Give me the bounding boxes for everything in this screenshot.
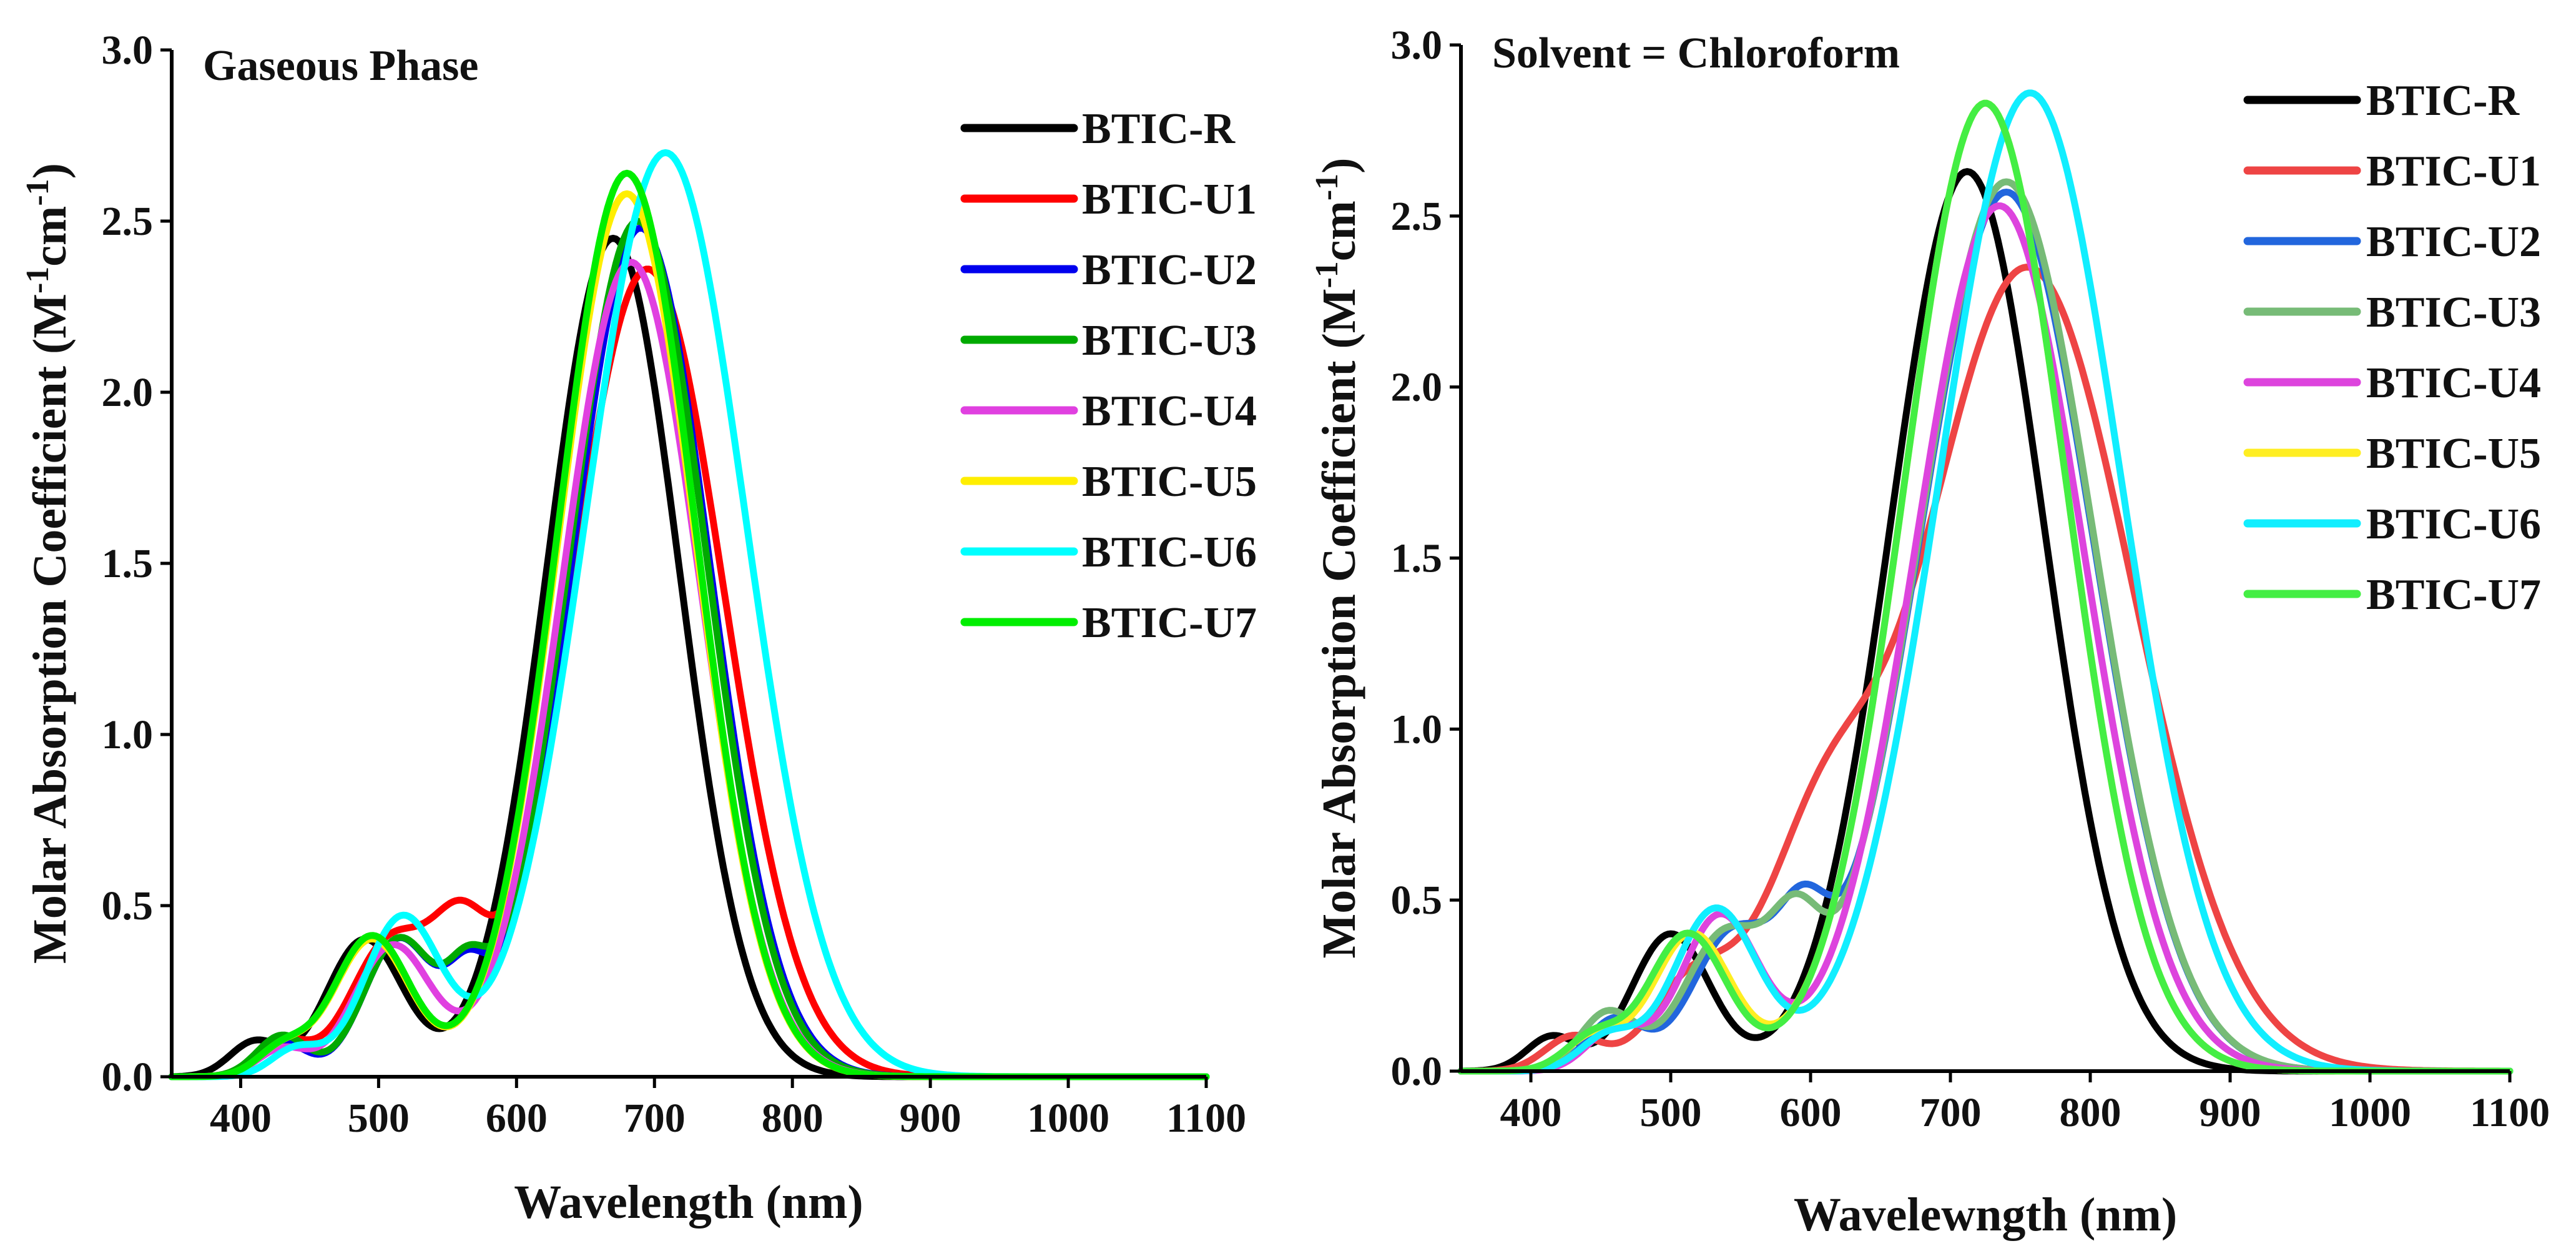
x-tick-label: 700: [624, 1095, 686, 1141]
y-tick-label: 0.5: [1391, 878, 1443, 923]
legend-label: BTIC-U7: [1082, 599, 1257, 647]
y-tick-label: 2.0: [102, 370, 154, 415]
series-line-btic-u7: [1457, 99, 2514, 1075]
y-tick-label: 0.5: [102, 883, 154, 929]
legend-label: BTIC-U7: [2366, 571, 2541, 619]
y-tick-label: 3.0: [102, 27, 154, 73]
legend-label: BTIC-U4: [1082, 387, 1257, 435]
legend-label: BTIC-U6: [2366, 500, 2541, 548]
legend-label: BTIC-U2: [1082, 246, 1257, 294]
y-tick-label: 1.0: [102, 712, 154, 758]
y-axis-title: Molar Absorption Coefficient (M-1cm-1): [20, 163, 77, 964]
legend-label: BTIC-U6: [1082, 528, 1257, 576]
y-tick-label: 1.5: [102, 541, 154, 586]
y-tick-label: 0.0: [102, 1054, 154, 1100]
legend-item: BTIC-U6: [2243, 500, 2541, 548]
series-line-btic-u6: [168, 149, 1210, 1080]
legend-item: BTIC-U1: [960, 176, 1257, 224]
legend: BTIC-R BTIC-U1 BTIC-U2 BTIC-U3 BTIC-U4 BTIC-U…: [2243, 77, 2541, 619]
legend: BTIC-R BTIC-U1 BTIC-U2 BTIC-U3 BTIC-U4 BTIC-U…: [960, 105, 1257, 647]
chart-panel-chloroform: 400 500 600 700 800 900 1000 1100 0.0 0.5 1.0 1.5 2.…: [1309, 22, 2550, 1241]
legend-label: BTIC-U1: [1082, 176, 1257, 224]
x-tick-label: 1100: [1166, 1095, 1246, 1141]
chart-panel-gaseous: 400 500 600 700 800 900 1000 1100 0.0 0.5 1.0 1.5 2.…: [20, 27, 1257, 1229]
legend-item: BTIC-U2: [960, 246, 1257, 294]
y-tick-label: 1.5: [1391, 536, 1443, 581]
legend-label: BTIC-R: [2366, 77, 2520, 125]
panel-title: Solvent = Chloroform: [1492, 29, 1900, 77]
legend-label: BTIC-U5: [1082, 458, 1257, 506]
panel-title: Gaseous Phase: [203, 42, 478, 90]
x-axis-title: Wavelewngth (nm): [1794, 1189, 2177, 1241]
x-tick-label: 1100: [2470, 1090, 2550, 1135]
x-tick-label: 900: [900, 1095, 961, 1141]
series-curves: [168, 149, 1210, 1080]
series-line-btic-r: [1457, 168, 2514, 1075]
legend-label: BTIC-U4: [2366, 359, 2541, 407]
legend-item: BTIC-U1: [2243, 147, 2541, 195]
x-tick-label: 500: [1640, 1090, 1702, 1135]
series-line-btic-u5: [1457, 99, 2514, 1075]
legend-item: BTIC-R: [960, 105, 1236, 153]
x-tick-label: 400: [1500, 1090, 1562, 1135]
x-tick-label: 800: [762, 1095, 823, 1141]
legend-item: BTIC-U5: [2243, 430, 2541, 478]
legend-item: BTIC-U2: [2243, 218, 2541, 266]
legend-item: BTIC-U7: [960, 599, 1257, 647]
x-tick-label: 600: [1780, 1090, 1842, 1135]
x-tick-label: 900: [2200, 1090, 2261, 1135]
y-tick-label: 1.0: [1391, 706, 1443, 752]
y-tick-label: 2.0: [1391, 365, 1443, 410]
legend-item: BTIC-R: [2243, 77, 2520, 125]
legend-item: BTIC-U3: [960, 317, 1257, 365]
x-tick-label: 600: [486, 1095, 548, 1141]
series-line-btic-u6: [1457, 89, 2514, 1075]
series-line-btic-u1: [1457, 264, 2514, 1075]
y-tick-label: 2.5: [102, 199, 154, 244]
legend-item: BTIC-U3: [2243, 289, 2541, 337]
legend-item: BTIC-U4: [2243, 359, 2541, 407]
x-axis-title: Wavelength (nm): [514, 1176, 863, 1229]
legend-item: BTIC-U5: [960, 458, 1257, 506]
legend-label: BTIC-U5: [2366, 430, 2541, 478]
legend-label: BTIC-U3: [2366, 289, 2541, 337]
legend-label: BTIC-U2: [2366, 218, 2541, 266]
legend-label: BTIC-R: [1082, 105, 1236, 153]
x-tick-label: 800: [2060, 1090, 2121, 1135]
x-tick-label: 400: [210, 1095, 272, 1141]
y-tick-label: 3.0: [1391, 22, 1443, 68]
legend-item: BTIC-U6: [960, 528, 1257, 576]
y-tick-label: 0.0: [1391, 1049, 1443, 1094]
y-axis-title: Molar Absorption Coefficient (M-1cm-1): [1309, 158, 1366, 959]
x-tick-label: 700: [1920, 1090, 1982, 1135]
x-tick-label: 500: [348, 1095, 410, 1141]
x-tick-label: 1000: [1027, 1095, 1109, 1141]
legend-item: BTIC-U7: [2243, 571, 2541, 619]
legend-label: BTIC-U3: [1082, 317, 1257, 365]
legend-label: BTIC-U1: [2366, 147, 2541, 195]
x-tick-label: 1000: [2329, 1090, 2411, 1135]
y-tick-label: 2.5: [1391, 194, 1443, 239]
legend-item: BTIC-U4: [960, 387, 1257, 435]
